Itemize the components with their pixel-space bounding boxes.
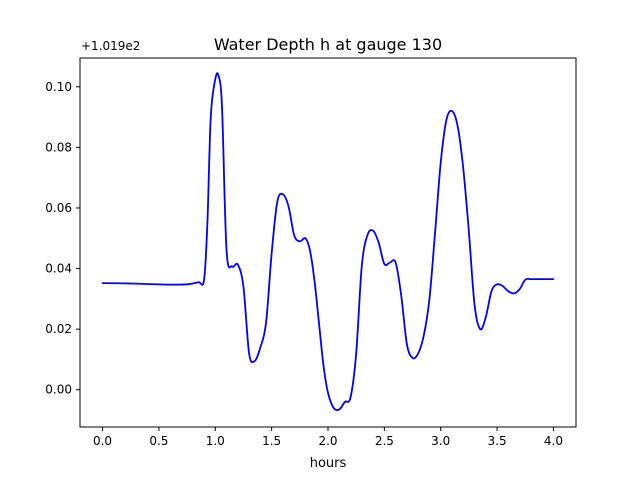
y-tick-label: 0.00 (45, 383, 72, 397)
y-tick-label: 0.10 (45, 80, 72, 94)
x-tick-label: 3.0 (431, 434, 450, 448)
y-tick-label: 0.08 (45, 140, 72, 154)
x-tick-label: 3.5 (488, 434, 507, 448)
x-tick-label: 1.5 (262, 434, 281, 448)
plot-area: 0.0 0.5 1.0 1.5 2.0 2.5 3.0 3.5 4.0 0.00 0.02 0.04 0… (45, 57, 577, 448)
x-tick-label: 4.0 (544, 434, 563, 448)
y-axis-offset-label: +1.019e2 (81, 39, 140, 53)
x-tick-label: 2.5 (375, 434, 394, 448)
y-tick-label: 0.04 (45, 262, 72, 276)
x-tick-label: 0.0 (93, 434, 112, 448)
x-tick-label: 1.0 (206, 434, 225, 448)
x-axis-label: hours (310, 456, 347, 471)
x-tick-label: 0.5 (149, 434, 168, 448)
series-line (101, 72, 555, 412)
x-tick-label: 2.0 (318, 434, 337, 448)
y-tick-label: 0.02 (45, 322, 72, 336)
y-tick-label: 0.06 (45, 201, 72, 215)
chart-title: Water Depth h at gauge 130 (214, 35, 442, 54)
